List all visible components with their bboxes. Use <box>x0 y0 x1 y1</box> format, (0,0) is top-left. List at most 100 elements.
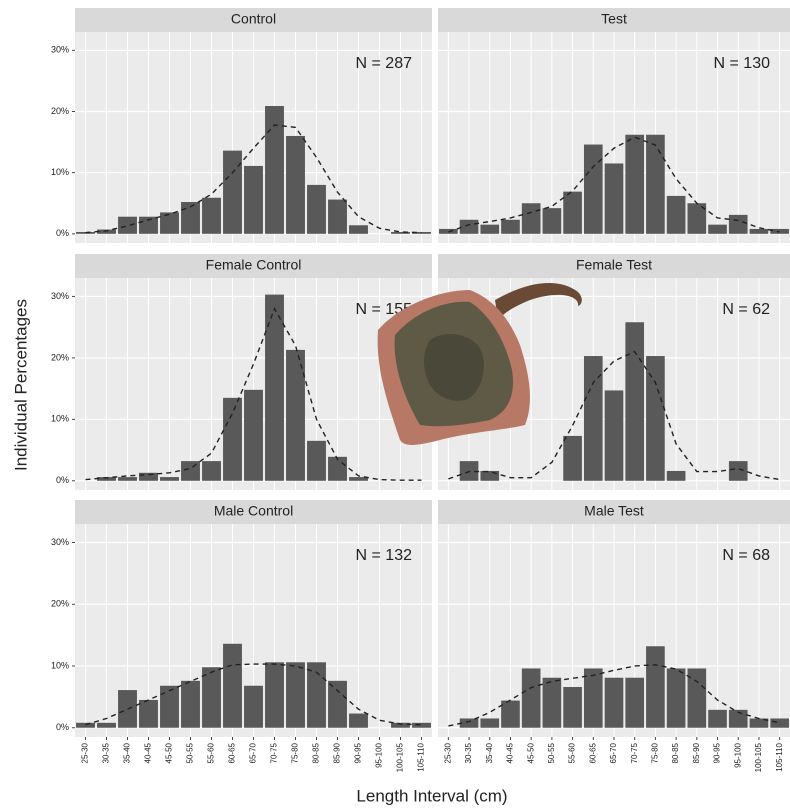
bar <box>480 470 500 481</box>
x-tick-label: 105-110 <box>775 742 784 771</box>
bar <box>118 477 137 481</box>
bar <box>501 219 520 234</box>
strip <box>75 8 432 32</box>
bar <box>563 435 582 481</box>
y-tick-label: 10% <box>51 660 69 670</box>
bar <box>139 699 158 728</box>
y-tick-label: 30% <box>51 45 69 55</box>
bar <box>307 440 326 481</box>
y-tick-label: 20% <box>51 599 69 609</box>
x-tick-label: 30-35 <box>464 742 473 763</box>
trend-line <box>448 350 780 481</box>
sample-size: N = 287 <box>356 55 413 72</box>
x-tick-label: 35-40 <box>123 742 132 763</box>
x-tick-label: 60-65 <box>228 742 237 763</box>
bar <box>646 134 665 234</box>
bar <box>625 677 645 728</box>
bar <box>604 163 624 234</box>
bar <box>118 216 137 234</box>
bar <box>412 231 431 234</box>
x-tick-label: 70-75 <box>270 742 279 763</box>
y-tick-label: 20% <box>51 106 69 116</box>
bar <box>604 390 624 481</box>
bar <box>521 203 541 234</box>
x-tick-label: 95-100 <box>733 742 742 767</box>
bar <box>480 718 500 728</box>
x-tick-label: 70-75 <box>630 742 639 763</box>
bar <box>687 203 707 234</box>
x-tick-label: 55-60 <box>568 742 577 763</box>
bar <box>391 231 410 234</box>
y-tick-label: 0% <box>56 475 69 485</box>
bar <box>666 470 686 481</box>
panel-title: Male Test <box>584 503 644 519</box>
x-tick-label: 80-85 <box>671 742 680 763</box>
x-tick-label: 35-40 <box>485 742 494 763</box>
y-axis-label: Individual Percentages <box>11 299 30 471</box>
panels: Control 0% 10% 20% 30% N = 287 Test N = 130 Fema… <box>51 8 790 772</box>
bar <box>76 722 95 728</box>
bar <box>307 184 326 234</box>
y-tick-label: 30% <box>51 291 69 301</box>
bar <box>349 225 368 234</box>
bar <box>307 662 326 728</box>
x-tick-label: 75-80 <box>651 742 660 763</box>
bar <box>202 667 221 728</box>
bar <box>244 685 263 728</box>
panel-title: Male Control <box>214 503 293 519</box>
x-tick-label: 65-70 <box>609 742 618 763</box>
bar <box>666 195 686 234</box>
trend-line <box>448 136 780 233</box>
strip <box>438 8 790 32</box>
bar <box>708 224 727 234</box>
bar <box>286 135 305 234</box>
bar <box>76 231 95 234</box>
bar <box>223 397 242 481</box>
bar <box>286 349 305 481</box>
y-tick-label: 0% <box>56 722 69 732</box>
bar <box>223 643 242 728</box>
bar <box>181 202 200 234</box>
bar <box>328 199 347 234</box>
x-tick-label: 45-50 <box>526 742 535 763</box>
sample-size: N = 62 <box>722 301 770 318</box>
x-tick-label: 50-55 <box>547 742 556 763</box>
x-tick-label: 90-95 <box>713 742 722 763</box>
stingray-photo <box>377 282 582 445</box>
y-tick-label: 10% <box>51 414 69 424</box>
x-tick-label: 65-70 <box>249 742 258 763</box>
x-tick-label: 105-110 <box>417 742 426 771</box>
strip <box>75 500 432 524</box>
bar <box>666 668 686 728</box>
bar <box>563 191 582 234</box>
x-tick-label: 25-30 <box>443 742 452 763</box>
bar <box>563 686 582 728</box>
trend-line <box>85 124 422 234</box>
bar <box>181 461 200 481</box>
bar <box>97 229 116 234</box>
bar <box>583 356 603 481</box>
bar <box>349 477 368 481</box>
bar <box>265 106 284 234</box>
panel-title: Female Control <box>206 257 302 273</box>
x-tick-label: 25-30 <box>81 742 90 763</box>
x-tick-label: 45-50 <box>165 742 174 763</box>
sample-size: N = 130 <box>714 55 771 72</box>
trend-line <box>448 664 780 727</box>
bar <box>583 144 603 234</box>
bar <box>625 134 645 234</box>
x-tick-label: 40-45 <box>144 742 153 763</box>
x-tick-label: 90-95 <box>354 742 363 763</box>
bar <box>328 456 347 481</box>
panel-title: Female Test <box>576 257 652 273</box>
bar <box>139 216 158 234</box>
bar <box>328 680 347 728</box>
y-tick-label: 0% <box>56 228 69 238</box>
bar <box>265 294 284 481</box>
bar <box>728 461 748 481</box>
y-tick-label: 30% <box>51 537 69 547</box>
x-tick-label: 60-65 <box>588 742 597 763</box>
x-tick-label: 55-60 <box>207 742 216 763</box>
bar <box>521 668 541 728</box>
sample-size: N = 132 <box>356 547 413 564</box>
